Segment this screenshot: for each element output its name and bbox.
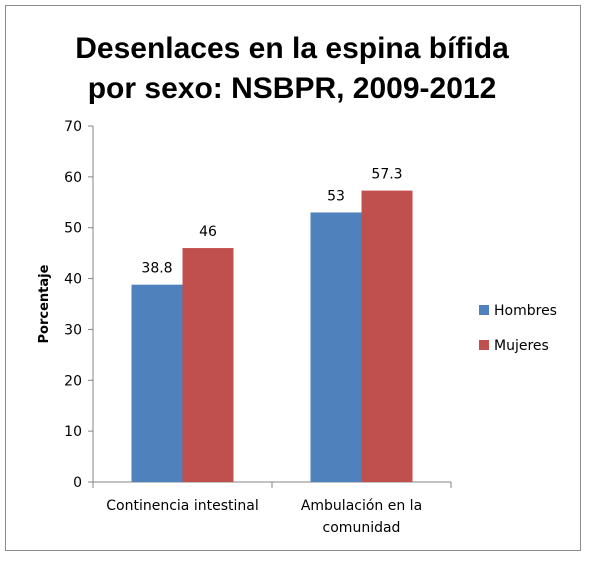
y-tick-label: 40: [64, 272, 82, 288]
x-category-label: Continencia intestinal: [106, 498, 258, 514]
legend-swatch: [479, 340, 489, 350]
legend: Hombres Mujeres: [479, 303, 557, 354]
data-label: 57.3: [371, 167, 402, 183]
bar-mujeres: [182, 248, 234, 482]
chart-title-line: por sexo: NSBPR, 2009-2012: [88, 72, 497, 105]
x-category-label: comunidad: [323, 520, 401, 536]
y-tick-label: 70: [64, 119, 82, 135]
legend-label: Mujeres: [494, 338, 549, 354]
y-axis-label: Porcentaje: [37, 264, 52, 343]
data-label: 46: [199, 224, 217, 240]
bars: [131, 190, 413, 483]
legend-label: Hombres: [494, 303, 557, 319]
x-axis: Continencia intestinal Ambulación en la co…: [92, 481, 452, 536]
data-label: 53: [327, 188, 345, 204]
y-tick-label: 20: [64, 373, 82, 389]
data-labels: 38.8 46 53 57.3: [141, 167, 402, 277]
y-tick-label: 10: [64, 424, 82, 440]
legend-swatch: [479, 305, 489, 315]
y-tick-label: 0: [73, 475, 82, 491]
y-axis: 0 10 20 30 40 50 60 70 Porcentaje: [37, 119, 94, 491]
x-category-label: Ambulación en la: [301, 498, 422, 514]
bar-hombres: [310, 212, 362, 482]
chart-title: Desenlaces en la espina bífida por sexo: …: [75, 32, 509, 105]
y-tick-label: 60: [64, 170, 82, 186]
chart-frame: [5, 5, 581, 551]
y-tick-label: 50: [64, 221, 82, 237]
y-tick-label: 30: [64, 322, 82, 338]
data-label: 38.8: [141, 261, 172, 277]
chart-title-line: Desenlaces en la espina bífida: [75, 32, 509, 65]
bar-mujeres: [361, 190, 413, 483]
bar-hombres: [131, 284, 183, 482]
